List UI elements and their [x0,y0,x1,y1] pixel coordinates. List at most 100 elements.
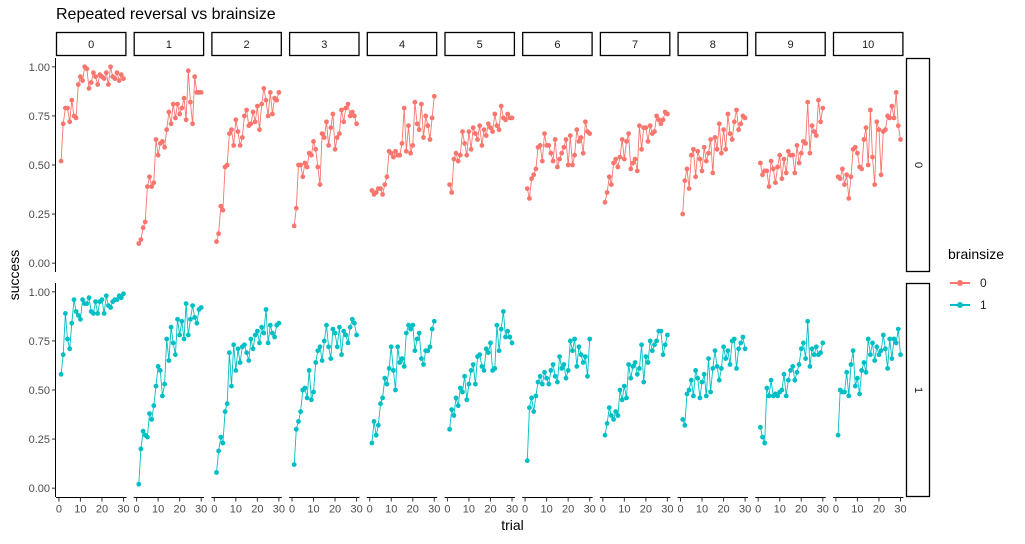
data-point [846,196,852,201]
data-point [695,148,701,154]
data-point [725,111,731,117]
data-point [229,383,234,389]
x-tick-label: 10 [618,504,630,516]
data-point [343,105,349,111]
legend-key-1 [948,299,972,311]
data-point [680,417,686,422]
data-point [406,322,411,328]
facet-strip-col-7 [599,31,671,57]
data-point [332,330,338,336]
data-point [86,86,92,91]
data-point [460,389,465,395]
data-point [766,184,772,190]
data-point [140,225,146,231]
data-point [855,150,860,156]
data-point [157,368,163,373]
data-point [462,373,467,379]
data-point [261,86,267,91]
data-point [166,109,172,115]
data-point [649,348,655,354]
data-point [535,379,541,385]
data-point [328,356,334,361]
data-point [758,160,763,166]
data-point [738,340,744,346]
data-point [557,156,562,162]
data-point [224,401,230,407]
x-tick-label: 20 [329,504,341,516]
data-point [222,409,228,414]
data-point [252,119,258,125]
data-point [796,160,802,166]
data-point [874,119,880,125]
data-point [714,146,720,152]
data-point [710,366,716,371]
data-point [813,133,819,139]
data-point [328,125,334,131]
data-point [447,426,452,432]
data-point [861,137,867,142]
data-point [470,125,476,131]
facet-strip-label: 2 [244,39,250,51]
data-point [302,160,308,166]
data-point [567,133,573,139]
data-point [662,342,668,348]
data-point [488,340,493,346]
x-tick-label: 20 [174,504,186,516]
x-tick-label: 30 [428,504,440,516]
data-point [883,346,888,352]
data-point [71,297,77,303]
data-point [680,211,686,217]
data-point [80,78,85,83]
data-point [634,371,640,377]
data-point [734,366,739,371]
data-point [373,190,379,195]
data-point [78,316,83,322]
data-point [118,72,124,78]
data-point [177,332,183,338]
data-point [453,150,459,156]
data-point [168,324,174,330]
data-point [60,352,66,358]
data-point [345,340,351,346]
data-point [561,144,567,150]
data-point [647,123,653,129]
data-point [611,160,616,166]
x-tick-label: 0 [833,504,839,516]
data-point [490,129,495,135]
data-point [263,97,269,103]
x-tick-label: 0 [755,504,761,516]
data-point [580,150,586,156]
data-point [429,326,435,332]
facet-strip-row-1 [905,282,931,498]
x-tick-label: 30 [894,504,906,516]
data-point [403,330,409,336]
data-point [229,127,234,133]
data-point [138,446,144,452]
data-point [86,295,92,301]
data-point [777,152,783,158]
data-point [760,172,765,178]
data-point [293,426,299,432]
data-point [231,342,237,348]
data-point [898,137,903,142]
data-point [701,371,707,377]
data-point [604,421,610,426]
data-point [321,338,327,344]
facet-strip-label: 3 [321,39,327,51]
data-point [498,326,504,332]
data-point [347,324,353,330]
data-point [632,360,638,365]
data-point [893,90,899,95]
data-point [813,344,819,350]
data-point [313,146,319,152]
data-point [255,328,260,334]
data-point [455,403,461,409]
data-point [244,107,250,113]
data-point [341,119,347,125]
data-point [315,348,321,354]
data-point [412,99,418,105]
data-point [170,101,176,107]
data-point [820,105,826,111]
data-point [876,127,882,133]
data-point [891,115,897,121]
